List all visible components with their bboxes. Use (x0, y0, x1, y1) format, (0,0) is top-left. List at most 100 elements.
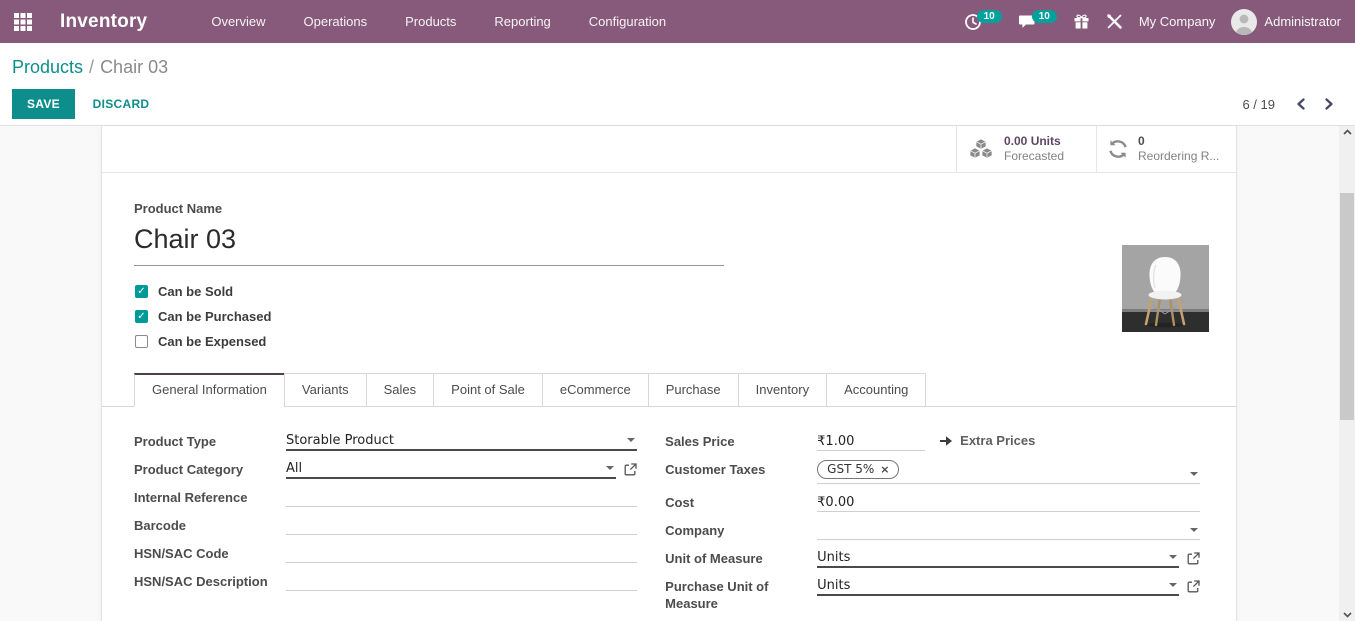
sheet-body: Product Name Chair 03 ✓ Can be Sold ✓ Ca… (102, 173, 1236, 621)
breadcrumb-products-link[interactable]: Products (12, 57, 84, 77)
forecasted-smart-button[interactable]: 0.00 Units Forecasted (956, 126, 1096, 172)
menu-operations[interactable]: Operations (303, 14, 368, 29)
product-type-value: Storable Product (286, 433, 394, 448)
pager-next-icon[interactable] (1320, 95, 1339, 113)
top-navbar: Inventory Overview Operations Products R… (0, 0, 1355, 43)
reordering-rules-smart-button[interactable]: 0 Reordering R... (1096, 126, 1236, 172)
cubes-icon (969, 138, 993, 159)
product-name-field[interactable]: Chair 03 (134, 224, 724, 266)
hsn-sac-description-row: HSN/SAC Description (134, 572, 638, 591)
product-category-select[interactable]: All (286, 460, 617, 479)
company-row: Company (665, 521, 1200, 540)
user-menu[interactable]: Administrator (1231, 8, 1341, 35)
scroll-down-icon[interactable] (1342, 612, 1352, 618)
can-be-purchased-checkbox[interactable]: ✓ (135, 310, 148, 323)
can-be-sold-row[interactable]: ✓ Can be Sold (135, 279, 1236, 304)
hsn-sac-code-input[interactable] (286, 544, 638, 563)
hsn-sac-code-label: HSN/SAC Code (134, 546, 229, 561)
unit-of-measure-row: Unit of Measure Units (665, 549, 1200, 568)
company-select[interactable] (817, 521, 1200, 540)
tab-ecommerce[interactable]: eCommerce (541, 373, 649, 407)
form-column-left: Product Type Storable Product Product Ca… (134, 432, 638, 621)
form-sheet: 0.00 Units Forecasted 0 Reordering R... (101, 126, 1237, 621)
purchase-uom-row: Purchase Unit of Measure Units (665, 577, 1200, 612)
breadcrumb: Products / Chair 03 (12, 57, 1339, 78)
internal-reference-row: Internal Reference (134, 488, 638, 507)
barcode-input[interactable] (286, 516, 638, 535)
cost-input[interactable]: ₹0.00 (817, 493, 1200, 512)
customer-taxes-label: Customer Taxes (665, 462, 766, 477)
can-be-sold-checkbox[interactable]: ✓ (135, 285, 148, 298)
unit-of-measure-select[interactable]: Units (817, 549, 1179, 568)
can-be-expensed-label: Can be Expensed (158, 334, 267, 349)
product-image[interactable] (1122, 245, 1209, 332)
customer-taxes-select[interactable]: GST 5% × (817, 460, 1200, 484)
extra-prices-link[interactable]: Extra Prices (939, 432, 1035, 448)
sales-price-input[interactable]: ₹1.00 (817, 432, 926, 451)
chevron-down-icon[interactable] (1169, 583, 1177, 587)
tab-sales[interactable]: Sales (365, 373, 435, 407)
tab-purchase[interactable]: Purchase (647, 373, 739, 407)
chevron-down-icon[interactable] (1190, 528, 1198, 532)
gst-tax-tag[interactable]: GST 5% × (817, 460, 900, 479)
company-switcher[interactable]: My Company (1138, 14, 1216, 29)
scroll-up-icon[interactable] (1342, 129, 1352, 135)
gift-button[interactable] (1073, 13, 1090, 30)
sales-price-row: Sales Price ₹1.00 Extra Prices (665, 432, 1200, 451)
app-title[interactable]: Inventory (60, 10, 148, 32)
activities-button[interactable]: 10 (964, 9, 1002, 31)
menu-products[interactable]: Products (405, 14, 457, 29)
tab-inventory[interactable]: Inventory (737, 373, 828, 407)
messages-button[interactable]: 10 (1018, 9, 1057, 31)
chevron-down-icon[interactable] (606, 466, 615, 470)
can-be-expensed-checkbox[interactable] (135, 335, 148, 348)
forecasted-label: Forecasted (1004, 149, 1065, 163)
tab-accounting[interactable]: Accounting (826, 373, 927, 407)
can-be-expensed-row[interactable]: Can be Expensed (135, 329, 1236, 354)
internal-reference-input[interactable] (286, 488, 638, 507)
user-silhouette-icon (1235, 14, 1253, 35)
external-link-icon[interactable] (624, 463, 637, 479)
tools-button[interactable] (1106, 13, 1123, 30)
hsn-sac-description-input[interactable] (286, 572, 638, 591)
product-type-select[interactable]: Storable Product (286, 432, 638, 451)
cost-value: ₹0.00 (817, 495, 855, 510)
save-discard-group: SAVE DISCARD (12, 89, 149, 119)
breadcrumb-current: Chair 03 (100, 57, 169, 77)
can-be-purchased-row[interactable]: ✓ Can be Purchased (135, 304, 1236, 329)
gift-icon (1074, 14, 1089, 29)
cost-label: Cost (665, 495, 695, 510)
discard-button[interactable]: DISCARD (92, 97, 150, 111)
save-button[interactable]: SAVE (12, 89, 75, 119)
form-view-content: 0.00 Units Forecasted 0 Reordering R... (0, 126, 1355, 621)
remove-tag-icon[interactable]: × (880, 462, 890, 476)
external-link-icon[interactable] (1187, 580, 1200, 596)
external-link-icon[interactable] (1187, 552, 1200, 568)
vertical-scrollbar[interactable] (1339, 126, 1355, 621)
chair-photo (1122, 245, 1209, 332)
form-column-right: Sales Price ₹1.00 Extra Prices Customer … (665, 432, 1200, 621)
capability-checkboxes: ✓ Can be Sold ✓ Can be Purchased Can be … (135, 279, 1236, 354)
chevron-down-icon[interactable] (1190, 472, 1198, 476)
control-panel: Products / Chair 03 SAVE DISCARD 6 / 19 (0, 43, 1355, 126)
breadcrumb-separator: / (89, 57, 95, 77)
purchase-uom-select[interactable]: Units (817, 577, 1179, 596)
message-count-badge: 10 (1031, 9, 1057, 23)
chevron-down-icon[interactable] (627, 438, 636, 442)
forecasted-text: 0.00 Units Forecasted (1004, 134, 1064, 164)
menu-overview[interactable]: Overview (211, 14, 266, 29)
tab-general-information[interactable]: General Information (134, 373, 285, 407)
menu-configuration[interactable]: Configuration (588, 14, 667, 29)
scrollbar-thumb[interactable] (1340, 193, 1354, 420)
product-name-input[interactable]: Chair 03 (134, 224, 237, 254)
tab-variants[interactable]: Variants (283, 373, 367, 407)
pager-previous-icon[interactable] (1291, 95, 1310, 113)
menu-reporting[interactable]: Reporting (494, 14, 551, 29)
unit-of-measure-label: Unit of Measure (665, 551, 763, 566)
apps-menu-icon[interactable] (12, 11, 34, 33)
grid-icon (14, 12, 32, 31)
general-information-panel: Product Type Storable Product Product Ca… (102, 432, 1236, 621)
reordering-label: Reordering R... (1138, 149, 1220, 163)
tab-point-of-sale[interactable]: Point of Sale (433, 373, 543, 407)
chevron-down-icon[interactable] (1169, 555, 1177, 559)
